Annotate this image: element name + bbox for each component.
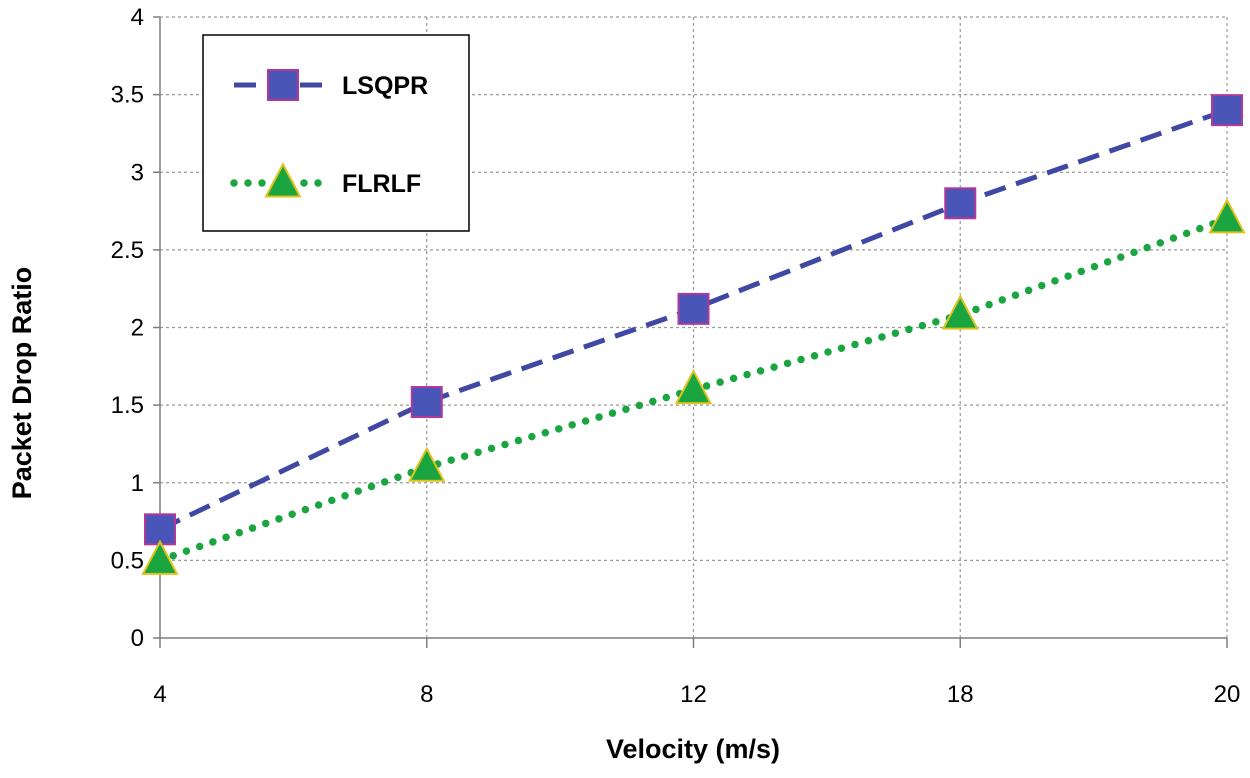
legend-item-flrlf: FLRLF — [230, 162, 421, 198]
y-tick-label: 1.5 — [111, 392, 144, 419]
data-point — [944, 187, 977, 220]
x-tick-label: 18 — [947, 681, 974, 708]
data-point — [141, 539, 179, 575]
y-tick-label: 4 — [131, 4, 144, 31]
legend-marker — [264, 162, 302, 198]
y-tick-label: 1 — [131, 470, 144, 497]
series-lsqpr — [144, 94, 1243, 546]
x-axis-title: Velocity (m/s) — [606, 734, 780, 764]
data-point — [941, 294, 979, 330]
y-tick-labels: 0 0.5 1 1.5 2 2.5 3 3.5 4 — [111, 4, 144, 652]
y-tick-label: 2 — [131, 315, 144, 342]
y-tick-label: 3 — [131, 159, 144, 186]
legend-marker — [267, 69, 299, 101]
y-axis-title: Packet Drop Ratio — [7, 267, 37, 500]
data-point — [410, 386, 443, 419]
y-tick-label: 0.5 — [111, 547, 144, 574]
data-point — [408, 446, 446, 482]
series — [141, 94, 1246, 575]
series-flrlf — [141, 198, 1246, 575]
y-tick-label: 2.5 — [111, 237, 144, 264]
legend-label: FLRLF — [342, 170, 421, 198]
x-tick-label: 20 — [1214, 681, 1241, 708]
data-point — [674, 368, 713, 405]
x-tick-label: 4 — [153, 681, 166, 708]
data-point — [677, 292, 710, 325]
x-tick-label: 12 — [680, 681, 707, 708]
x-tick-label: 8 — [420, 681, 433, 708]
y-tick-label: 0 — [131, 625, 144, 652]
legend: LSQPR FLRLF — [202, 34, 470, 232]
data-point — [1208, 198, 1246, 234]
legend-item-lsqpr: LSQPR — [234, 69, 428, 101]
data-point — [1211, 94, 1243, 127]
x-tick-labels: 4 8 12 18 20 — [153, 681, 1240, 708]
legend-label: LSQPR — [342, 72, 428, 100]
y-tick-label: 3.5 — [111, 82, 144, 109]
legend-box — [202, 34, 470, 232]
